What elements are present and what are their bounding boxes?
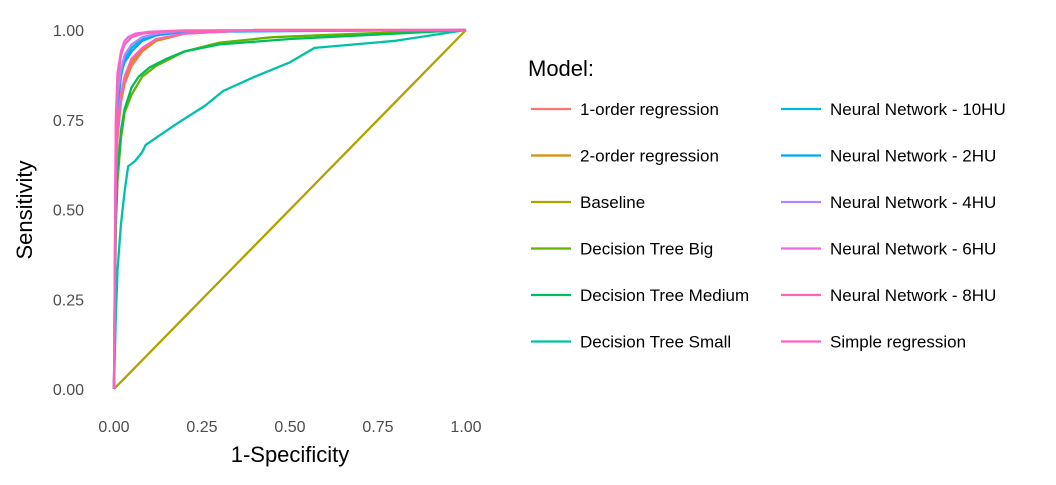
y-tick-label: 0.50	[53, 203, 84, 220]
legend-label: Baseline	[580, 193, 645, 212]
x-tick-label: 0.00	[98, 419, 129, 436]
series-line-10	[112, 28, 467, 390]
legend-label: Neural Network - 4HU	[830, 193, 996, 212]
series-line-4	[112, 28, 467, 390]
legend: 1-order regression 2-order regression Base…	[531, 100, 1006, 352]
legend-label: 2-order regression	[580, 147, 719, 166]
y-tick-label: 1.00	[53, 23, 84, 40]
y-tick-label: 0.25	[53, 292, 84, 309]
x-axis-ticks: 0.00 0.25 0.50 0.75 1.00	[98, 419, 481, 436]
x-axis-title: 1-Specificity	[231, 442, 350, 467]
x-tick-label: 0.25	[186, 419, 217, 436]
series-line-2	[113, 29, 467, 390]
legend-label: Simple regression	[830, 333, 966, 352]
legend-label: Neural Network - 10HU	[830, 100, 1006, 119]
legend-label: Decision Tree Big	[580, 240, 713, 259]
y-axis-title: Sensitivity	[12, 160, 37, 259]
y-axis-ticks: 0.00 0.25 0.50 0.75 1.00	[53, 23, 84, 399]
x-tick-label: 1.00	[450, 419, 481, 436]
series-line-11	[112, 28, 466, 390]
y-tick-label: 0.75	[53, 113, 84, 130]
legend-label: Neural Network - 8HU	[830, 286, 996, 305]
x-tick-label: 0.75	[362, 419, 393, 436]
legend-title: Model:	[528, 56, 594, 81]
series-line-5	[112, 28, 467, 390]
x-tick-label: 0.50	[274, 419, 305, 436]
legend-label: Neural Network - 6HU	[830, 240, 996, 259]
plot-area	[112, 28, 467, 390]
legend-label: 1-order regression	[580, 100, 719, 119]
y-tick-label: 0.00	[53, 382, 84, 399]
legend-label: Decision Tree Medium	[580, 286, 749, 305]
legend-label: Neural Network - 2HU	[830, 147, 996, 166]
legend-label: Decision Tree Small	[580, 333, 731, 352]
